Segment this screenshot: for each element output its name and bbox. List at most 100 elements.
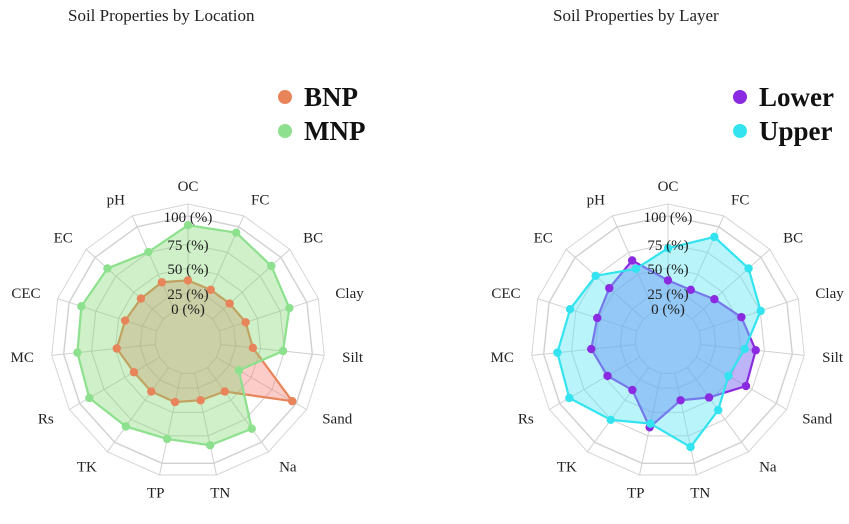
axis-label-ec: EC: [534, 230, 553, 246]
data-point-upper-tn: [686, 442, 695, 452]
ring-label-1: 25 (%): [167, 287, 208, 303]
data-point-mnp-fc: [232, 228, 241, 237]
ring-label-3: 75 (%): [647, 238, 688, 254]
data-point-bnp-rs: [129, 368, 139, 377]
axis-label-oc: OC: [658, 179, 679, 195]
data-point-upper-bc: [744, 264, 753, 273]
ring-label-0: 0 (%): [651, 302, 685, 318]
grid-spoke: [206, 367, 269, 453]
data-point-mnp-tk: [121, 422, 131, 431]
grid-outer-frame: [51, 203, 325, 476]
axis-label-bc: BC: [303, 230, 323, 246]
data-point-lower-ph: [627, 256, 637, 265]
axis-label-tk: TK: [557, 459, 577, 475]
legend-swatch-bnp: [278, 90, 292, 104]
data-point-bnp-ec: [136, 294, 146, 303]
axis-label-ph: pH: [587, 192, 606, 208]
axis-label-fc: FC: [731, 192, 749, 208]
data-point-lower-mc: [587, 344, 596, 354]
legend-layer: Lower Upper: [733, 80, 834, 148]
grid-spoke: [212, 248, 291, 320]
data-point-mnp-ph: [144, 247, 153, 257]
legend-item-bnp: BNP: [278, 80, 365, 114]
axis-label-fc: FC: [251, 192, 269, 208]
chart-title-layer: Soil Properties by Layer: [553, 6, 719, 25]
data-point-lower-oc: [663, 276, 673, 285]
axis-label-cec: CEC: [11, 286, 40, 302]
data-point-upper-na: [714, 405, 723, 415]
ring-label-2: 50 (%): [167, 262, 208, 278]
data-point-upper-mc: [553, 348, 562, 357]
axis-label-oc: OC: [178, 179, 199, 195]
axis-label-sand: Sand: [802, 412, 833, 428]
axis-label-cec: CEC: [491, 286, 520, 302]
legend-label-bnp: BNP: [304, 81, 358, 112]
grid-spoke: [674, 373, 697, 476]
legend-item-upper: Upper: [733, 114, 834, 148]
data-point-mnp-cec: [77, 302, 86, 311]
ring-label-2: 50 (%): [647, 262, 688, 278]
data-point-mnp-tp: [162, 434, 172, 444]
data-point-lower-cec: [593, 313, 602, 323]
axis-label-tp: TP: [627, 486, 645, 502]
grid-spoke: [537, 298, 637, 332]
grid-spoke: [531, 343, 636, 356]
data-point-lower-silt: [751, 346, 760, 355]
axis-label-na: Na: [279, 459, 297, 475]
grid-ring: [634, 307, 702, 374]
ring-label-4: 100 (%): [644, 210, 693, 226]
data-point-upper-ph: [631, 264, 641, 274]
data-point-mnp-na: [247, 424, 256, 433]
grid-outer-frame: [531, 203, 805, 476]
data-point-lower-tk: [628, 385, 637, 395]
legend-swatch-mnp: [278, 124, 292, 138]
data-point-upper-tp: [646, 419, 655, 428]
data-point-mnp-rs: [85, 393, 94, 403]
data-point-upper-oc: [663, 244, 673, 253]
data-point-lower-bc: [710, 295, 719, 304]
axis-label-tn: TN: [210, 486, 230, 502]
data-point-mnp-tn: [205, 441, 215, 450]
axis-label-ph: pH: [107, 192, 126, 208]
grid-ring: [139, 292, 237, 389]
axis-label-silt: Silt: [822, 350, 844, 366]
data-point-bnp-silt: [248, 343, 258, 353]
grid-spoke: [692, 248, 771, 320]
grid-spoke: [107, 367, 170, 453]
legend-swatch-upper: [733, 124, 747, 138]
axis-label-mc: MC: [11, 350, 34, 366]
data-point-bnp-na: [220, 387, 229, 396]
grid-spoke: [219, 298, 319, 332]
data-point-bnp-tp: [170, 397, 180, 407]
axis-label-sand: Sand: [322, 412, 353, 428]
grid-spoke: [57, 298, 157, 332]
grid-spoke: [680, 215, 725, 312]
legend-item-mnp: MNP: [278, 114, 365, 148]
data-point-upper-clay: [756, 306, 765, 316]
axis-label-clay: Clay: [815, 286, 844, 302]
data-point-mnp-sand: [234, 366, 244, 375]
data-point-mnp-clay: [285, 303, 294, 313]
data-point-bnp-oc: [183, 276, 193, 285]
data-point-bnp-tn: [196, 396, 205, 405]
axis-label-na: Na: [759, 459, 777, 475]
grid-ring: [91, 243, 285, 437]
ring-label-1: 25 (%): [647, 287, 688, 303]
axis-label-clay: Clay: [335, 286, 364, 302]
data-point-mnp-mc: [73, 348, 82, 357]
grid-spoke: [69, 357, 160, 410]
data-point-upper-fc: [710, 232, 719, 242]
data-point-mnp-bc: [267, 261, 276, 271]
ring-label-3: 75 (%): [167, 238, 208, 254]
grid-spoke: [131, 215, 176, 312]
data-point-lower-sand: [741, 381, 751, 391]
grid-spoke: [696, 357, 787, 410]
data-point-bnp-fc: [206, 285, 215, 295]
legend-item-lower: Lower: [733, 80, 834, 114]
data-point-bnp-sand: [288, 397, 297, 406]
axis-label-rs: Rs: [38, 412, 54, 428]
data-point-upper-ec: [591, 271, 600, 281]
legend-label-upper: Upper: [759, 115, 833, 146]
axis-label-mc: MC: [491, 350, 514, 366]
grid-ring: [114, 267, 262, 413]
